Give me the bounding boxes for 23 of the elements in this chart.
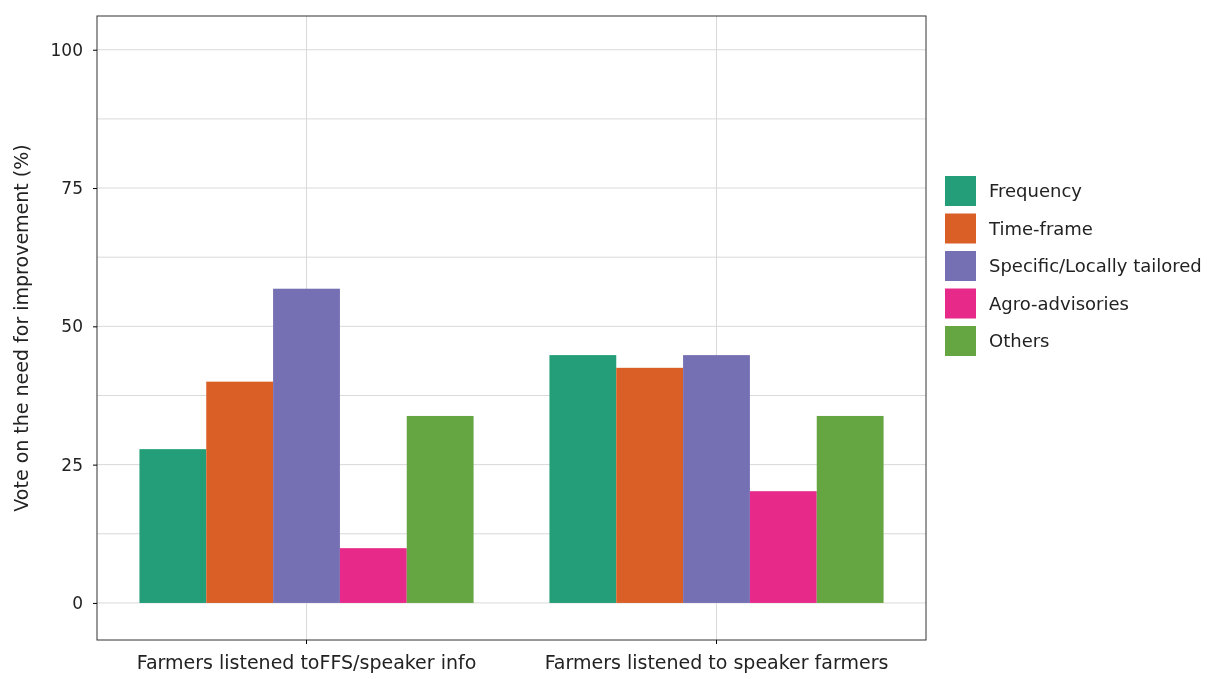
bar [816, 415, 884, 603]
bar [273, 288, 340, 603]
legend-label: Time-frame [988, 217, 1093, 239]
bar [206, 381, 274, 603]
x-tick-label: Farmers listened to speaker farmers [544, 651, 889, 674]
bar [339, 548, 407, 603]
y-axis-title: Vote on the need for improvement (%) [10, 144, 32, 512]
legend-label: Agro-advisories [989, 292, 1129, 314]
legend-label: Specific/Locally tailored [989, 255, 1202, 276]
y-tick-label: 25 [61, 454, 83, 475]
legend-label: Frequency [989, 180, 1083, 201]
bar [549, 355, 617, 603]
bar [749, 491, 817, 603]
x-tick-label: Farmers listened toFFS/speaker info [136, 651, 477, 674]
legend-label: Others [989, 330, 1050, 351]
bar [406, 415, 474, 603]
bar [139, 449, 207, 603]
y-tick-label: 75 [61, 177, 83, 198]
bar [683, 355, 750, 603]
y-tick-label: 50 [61, 316, 83, 337]
y-tick-label: 0 [72, 592, 83, 613]
y-tick-label: 100 [50, 39, 83, 60]
bar [616, 367, 684, 603]
